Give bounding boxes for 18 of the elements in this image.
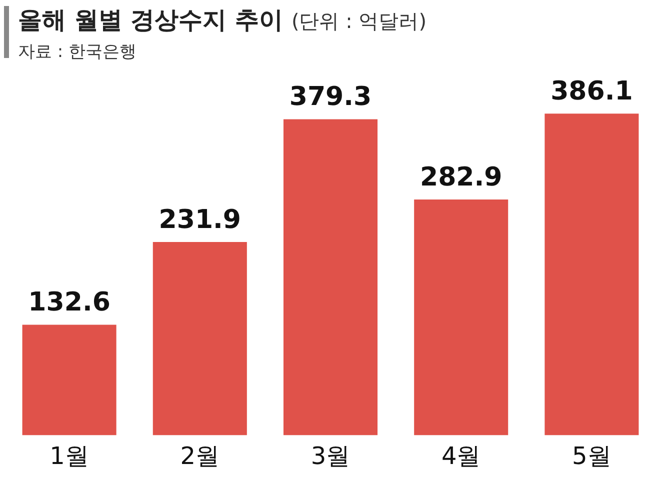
bar [152, 242, 247, 436]
x-tick-label: 4월 [441, 442, 481, 470]
data-label: 231.9 [158, 204, 242, 235]
bar [22, 324, 116, 436]
bar [283, 119, 378, 436]
x-tick-label: 3월 [310, 442, 350, 470]
data-label: 386.1 [550, 76, 633, 106]
bar [414, 200, 508, 436]
chart-subtitle: (단위 : 억달러) [291, 9, 426, 33]
text: 자료 : 한국은행 [18, 41, 138, 63]
x-tick-label: 2월 [180, 442, 220, 470]
x-tick-label: 5월 [572, 442, 612, 470]
chart-title: 올해 월별 경상수지 추이 [18, 6, 284, 34]
bar [544, 114, 639, 436]
data-label: 379.3 [289, 82, 372, 112]
x-tick-label: 1월 [50, 442, 89, 470]
data-label: 132.6 [28, 287, 110, 318]
data-label: 282.9 [420, 162, 502, 192]
